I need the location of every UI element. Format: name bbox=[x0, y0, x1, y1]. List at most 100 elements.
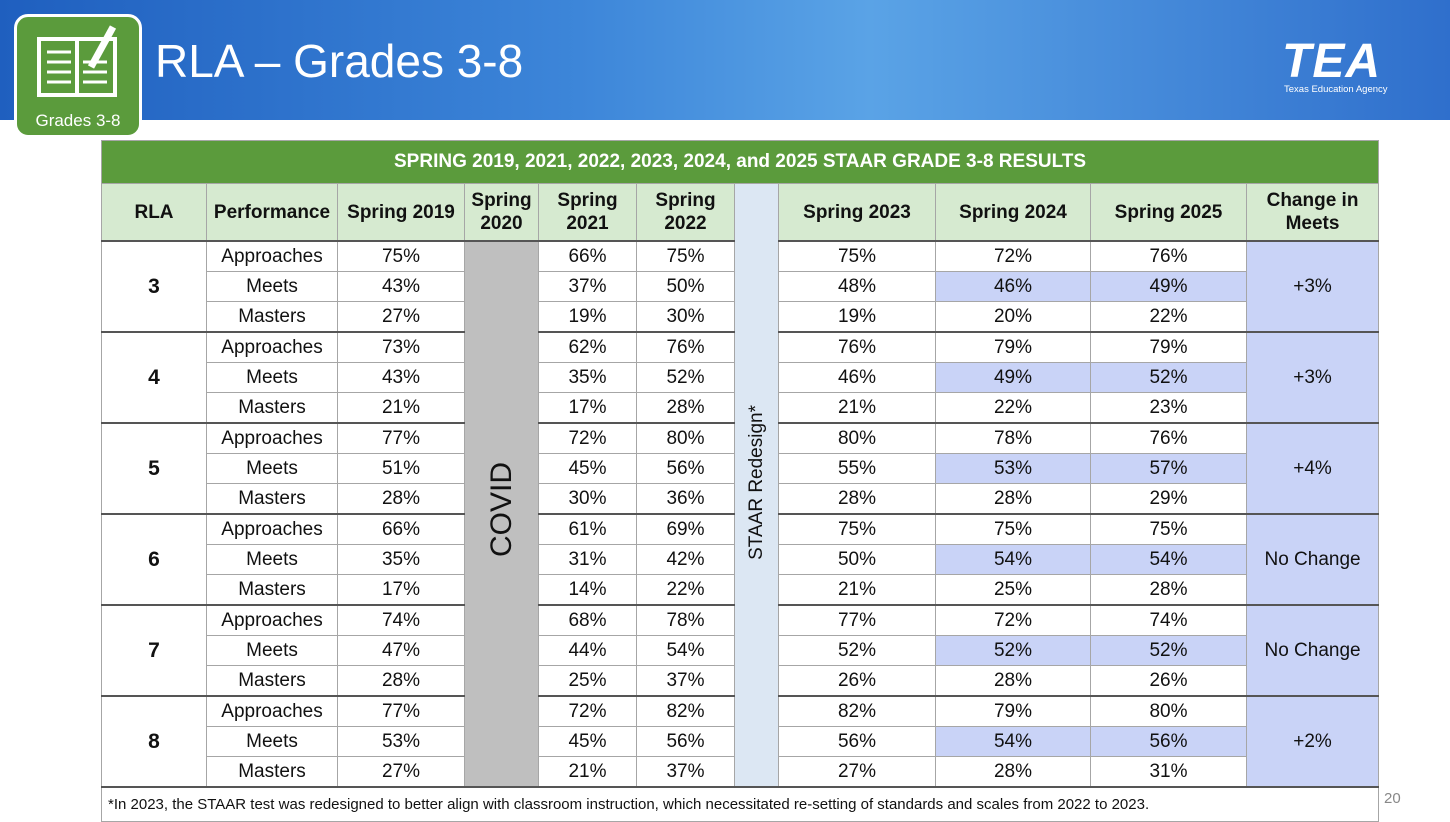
badge-label: Grades 3-8 bbox=[35, 111, 121, 130]
value-cell: 75% bbox=[1090, 513, 1247, 545]
value-cell: 79% bbox=[935, 331, 1091, 363]
value-cell: 52% bbox=[1090, 635, 1247, 666]
value-cell: 79% bbox=[935, 695, 1091, 727]
value-cell: 72% bbox=[538, 695, 637, 727]
value-cell: 22% bbox=[1090, 301, 1247, 333]
value-cell: 19% bbox=[538, 301, 637, 333]
value-cell: 55% bbox=[778, 453, 936, 484]
value-cell: 53% bbox=[935, 453, 1091, 484]
data-row: Masters 27% 21% 37% 27% 28% 31% bbox=[102, 756, 1379, 788]
change-cell: +2% bbox=[1245, 695, 1380, 788]
badge: Grades 3-8 bbox=[14, 14, 142, 138]
value-cell: 37% bbox=[636, 756, 735, 788]
value-cell: 25% bbox=[935, 574, 1091, 606]
value-cell: 48% bbox=[778, 271, 936, 302]
value-cell: 36% bbox=[636, 483, 735, 515]
value-cell: 52% bbox=[778, 635, 936, 666]
value-cell: 54% bbox=[935, 544, 1091, 575]
value-cell: 50% bbox=[636, 271, 735, 302]
value-cell: 28% bbox=[935, 483, 1091, 515]
value-cell: 37% bbox=[636, 665, 735, 697]
value-cell: 21% bbox=[778, 574, 936, 606]
level: Masters bbox=[206, 392, 338, 424]
value-cell: 68% bbox=[538, 604, 637, 636]
value-cell: 56% bbox=[778, 726, 936, 757]
value-cell: 28% bbox=[935, 756, 1091, 788]
value-cell: 21% bbox=[337, 392, 465, 424]
header-row: RLA Performance Spring 2019 Spring 2020 Spri… bbox=[101, 183, 1380, 788]
grade: 4 bbox=[101, 331, 207, 424]
footnote-row: *In 2023, the STAAR test was redesigned … bbox=[100, 786, 1380, 822]
data-row: 5 Approaches 77% 72% 80% 80% 78% 76% +4% bbox=[101, 422, 1380, 515]
grade: 5 bbox=[101, 422, 207, 515]
value-cell: 27% bbox=[778, 756, 936, 788]
value-cell: 54% bbox=[636, 635, 735, 666]
level: Meets bbox=[206, 635, 338, 666]
value-cell: 23% bbox=[1090, 392, 1247, 424]
value-cell: 20% bbox=[935, 301, 1091, 333]
level: Meets bbox=[206, 726, 338, 757]
value-cell: 76% bbox=[1090, 240, 1247, 272]
page-number: 20 bbox=[1384, 790, 1401, 807]
value-cell: 77% bbox=[337, 422, 465, 454]
level: Approaches bbox=[206, 240, 338, 272]
results-table: SPRING 2019, 2021, 2022, 2023, 2024, and… bbox=[100, 140, 1380, 822]
level: Meets bbox=[206, 362, 338, 393]
logo: TEA bbox=[1282, 35, 1381, 88]
level: Masters bbox=[206, 665, 338, 697]
data-row: Meets 35% 31% 42% 50% 54% 54% bbox=[102, 544, 1379, 575]
grade: 6 bbox=[101, 513, 207, 606]
data-row: Masters 17% 14% 22% 21% 25% 28% bbox=[102, 574, 1379, 606]
value-cell: 56% bbox=[636, 453, 735, 484]
value-cell: 77% bbox=[778, 604, 936, 636]
level: Masters bbox=[206, 574, 338, 606]
table-caption: SPRING 2019, 2021, 2022, 2023, 2024, and… bbox=[100, 140, 1380, 184]
data-row: Masters 28% 30% 36% 28% 28% 29% bbox=[102, 483, 1379, 515]
value-cell: 75% bbox=[337, 240, 465, 272]
level: Approaches bbox=[206, 695, 338, 727]
value-cell: 21% bbox=[778, 392, 936, 424]
column-header: Spring 2021 bbox=[538, 183, 637, 242]
grade: 7 bbox=[101, 604, 207, 697]
level: Approaches bbox=[206, 513, 338, 545]
level: Masters bbox=[206, 483, 338, 515]
value-cell: 27% bbox=[337, 756, 465, 788]
value-cell: 76% bbox=[636, 331, 735, 363]
level: Approaches bbox=[206, 331, 338, 363]
value-cell: 27% bbox=[337, 301, 465, 333]
level: Masters bbox=[206, 301, 338, 333]
value-cell: 75% bbox=[636, 240, 735, 272]
value-cell: 19% bbox=[778, 301, 936, 333]
value-cell: 72% bbox=[935, 604, 1091, 636]
value-cell: 69% bbox=[636, 513, 735, 545]
value-cell: 30% bbox=[538, 483, 637, 515]
value-cell: 72% bbox=[538, 422, 637, 454]
redesign-cell: STAAR Redesign* bbox=[734, 183, 779, 788]
value-cell: 28% bbox=[337, 483, 465, 515]
value-cell: 57% bbox=[1090, 453, 1247, 484]
value-cell: 75% bbox=[778, 513, 936, 545]
grade: 3 bbox=[101, 240, 207, 333]
level: Meets bbox=[206, 271, 338, 302]
value-cell: 54% bbox=[1090, 544, 1247, 575]
value-cell: 35% bbox=[337, 544, 465, 575]
value-cell: 26% bbox=[778, 665, 936, 697]
value-cell: 80% bbox=[778, 422, 936, 454]
value-cell: 73% bbox=[337, 331, 465, 363]
column-header: Spring 2020 bbox=[464, 183, 539, 242]
column-header: Spring 2024 bbox=[935, 183, 1091, 242]
value-cell: 22% bbox=[636, 574, 735, 606]
value-cell: 51% bbox=[337, 453, 465, 484]
value-cell: 76% bbox=[778, 331, 936, 363]
value-cell: 17% bbox=[337, 574, 465, 606]
value-cell: 54% bbox=[935, 726, 1091, 757]
value-cell: 21% bbox=[538, 756, 637, 788]
data-row: 7 Approaches 74% 68% 78% 77% 72% 74% No Change bbox=[101, 604, 1380, 697]
value-cell: 35% bbox=[538, 362, 637, 393]
level: Meets bbox=[206, 453, 338, 484]
value-cell: 29% bbox=[1090, 483, 1247, 515]
covid-cell: COVID bbox=[464, 240, 539, 788]
level: Masters bbox=[206, 756, 338, 788]
value-cell: 80% bbox=[636, 422, 735, 454]
value-cell: 31% bbox=[1090, 756, 1247, 788]
